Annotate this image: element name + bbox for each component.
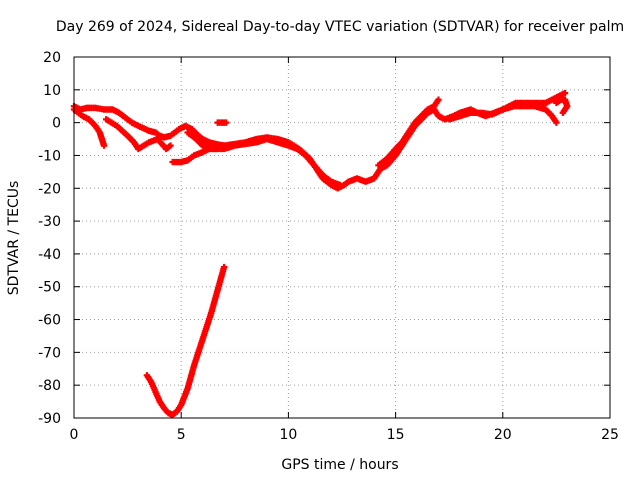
y-tick-label: -30 xyxy=(38,214,61,230)
series-track-branch-6 xyxy=(375,96,442,169)
x-tick-label: 0 xyxy=(70,427,79,443)
series-track-branch-4 xyxy=(184,129,344,189)
x-tick-label: 5 xyxy=(177,427,186,443)
data-point xyxy=(336,181,344,189)
data-point xyxy=(223,119,230,126)
y-tick-label: -70 xyxy=(38,345,61,361)
y-tick-label: 10 xyxy=(43,83,61,99)
y-axis-label: SDTVAR / TECUs xyxy=(6,181,22,296)
series-track-branch-1 xyxy=(70,106,108,149)
y-tick-label: -10 xyxy=(38,148,61,164)
grid-layer xyxy=(74,57,610,418)
series-track-dip xyxy=(143,263,228,418)
x-tick-label: 15 xyxy=(387,427,405,443)
series-track-branch-2 xyxy=(102,116,174,153)
x-tick-label: 20 xyxy=(494,427,512,443)
data-point xyxy=(553,119,560,126)
y-tick-label: -40 xyxy=(38,247,61,263)
series-track-branch-5 xyxy=(214,119,230,126)
y-tick-label: 20 xyxy=(43,50,61,66)
data-point xyxy=(100,142,108,149)
series-track-main xyxy=(70,89,569,192)
data-point xyxy=(220,263,228,271)
x-axis-label: GPS time / hours xyxy=(281,457,398,473)
data-point xyxy=(167,142,174,149)
x-tick-label: 25 xyxy=(601,427,619,443)
data-point xyxy=(435,96,442,103)
y-tick-label: -20 xyxy=(38,181,61,197)
y-tick-label: -90 xyxy=(38,411,61,427)
y-tick-label: -60 xyxy=(38,313,61,329)
data-point xyxy=(559,109,567,116)
data-layer xyxy=(70,89,571,418)
tick-layer: 0 5 10 15 20 25 20 10 0 -10 -20 -30 -40 -50 -60 -70 -80 -… xyxy=(38,50,619,443)
plot-frame xyxy=(73,56,611,419)
x-tick-label: 10 xyxy=(279,427,297,443)
series-track-branch-7 xyxy=(446,103,560,126)
chart-title: Day 269 of 2024, Sidereal Day-to-day VTE… xyxy=(56,19,624,35)
y-tick-label: -50 xyxy=(38,280,61,296)
series-track-branch-8 xyxy=(553,96,571,116)
y-tick-label: -80 xyxy=(38,378,61,394)
data-point xyxy=(561,89,569,97)
y-tick-label: 0 xyxy=(52,116,61,132)
